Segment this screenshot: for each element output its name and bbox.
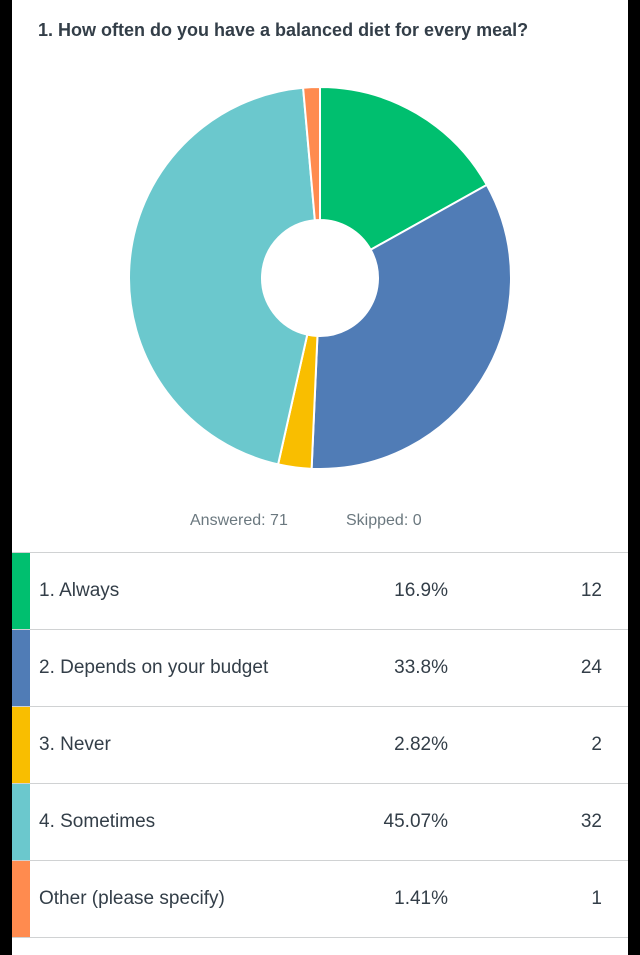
choice-count: 24	[580, 657, 602, 678]
question-card: 1. How often do you have a balanced diet…	[12, 0, 628, 955]
answered-count: Answered: 71	[190, 512, 288, 529]
choice-percent: 45.07%	[383, 811, 448, 832]
table-row: 3. Never 2.82% 2	[12, 707, 628, 784]
choice-label: 2. Depends on your budget	[39, 657, 269, 678]
color-swatch	[12, 553, 30, 629]
choice-count: 1	[591, 888, 602, 909]
choice-percent: 33.8%	[394, 657, 448, 678]
color-swatch	[12, 630, 30, 706]
response-summary: Answered: 71 Skipped: 0	[12, 512, 628, 532]
choice-label: Other (please specify)	[39, 888, 225, 909]
pie-slice	[310, 183, 512, 470]
table-row: 1. Always 16.9% 12	[12, 553, 628, 630]
question-title: 1. How often do you have a balanced diet…	[38, 20, 529, 40]
table-row: 4. Sometimes 45.07% 32	[12, 784, 628, 861]
pie-slice	[302, 85, 321, 222]
choice-percent: 2.82%	[394, 734, 448, 755]
table-row: 2. Depends on your budget 33.8% 24	[12, 630, 628, 707]
results-table: 1. Always 16.9% 12 2. Depends on your bu…	[12, 552, 628, 938]
choice-count: 2	[591, 734, 602, 755]
table-row: Other (please specify) 1.41% 1	[12, 861, 628, 938]
choice-label: 4. Sometimes	[39, 811, 156, 832]
choice-percent: 16.9%	[394, 580, 448, 601]
pie-slice	[319, 85, 489, 252]
color-swatch	[12, 784, 30, 860]
choice-count: 32	[580, 811, 602, 832]
pie-slice	[128, 86, 316, 466]
donut-chart	[128, 85, 512, 470]
skipped-count: Skipped: 0	[346, 512, 422, 529]
choice-count: 12	[580, 580, 602, 601]
color-swatch	[12, 707, 30, 783]
choice-label: 1. Always	[39, 580, 120, 601]
color-swatch	[12, 861, 30, 937]
choice-label: 3. Never	[39, 734, 111, 755]
choice-percent: 1.41%	[394, 888, 448, 909]
